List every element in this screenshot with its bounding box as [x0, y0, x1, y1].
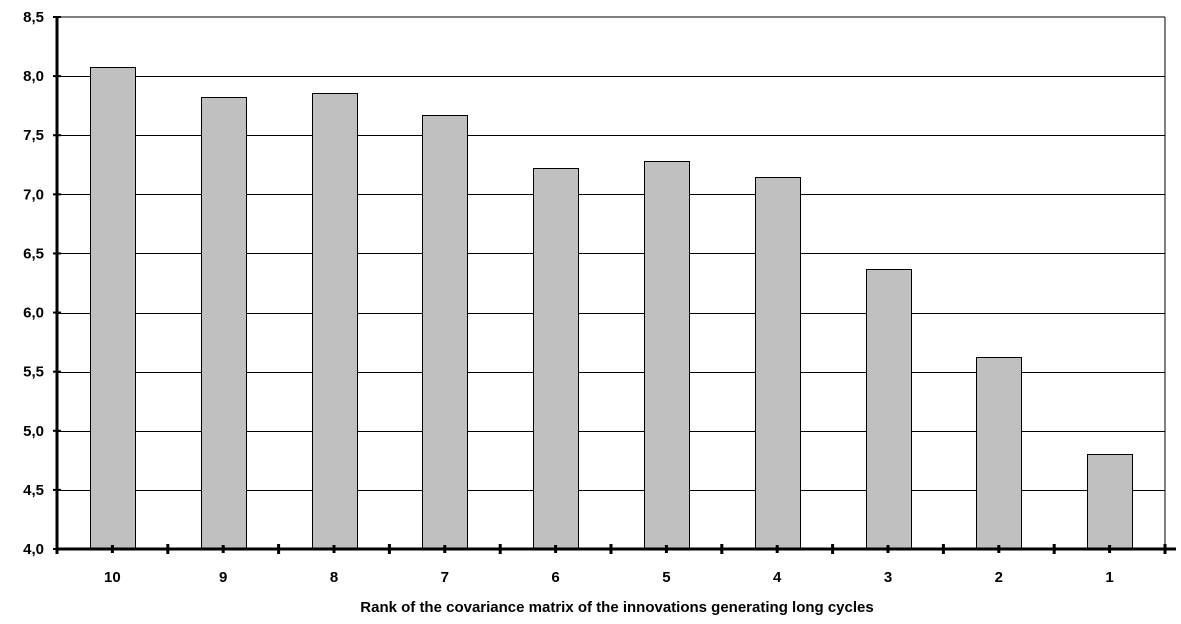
plot-frame — [57, 16, 1166, 549]
bar-5 — [644, 161, 690, 550]
bar-2 — [976, 357, 1022, 550]
x-tick-labels: 10 9 8 7 6 5 4 3 2 1 — [104, 569, 1114, 586]
bar-10 — [90, 67, 136, 550]
y-tick-label: 5,5 — [23, 364, 44, 381]
x-tick-label: 3 — [884, 569, 892, 586]
bar-9 — [201, 97, 247, 550]
x-tick-label: 2 — [995, 569, 1003, 586]
bars — [90, 67, 1133, 550]
x-tick-label: 9 — [219, 569, 227, 586]
x-tick-label: 10 — [104, 569, 121, 586]
y-tick-label: 5,0 — [23, 423, 44, 440]
bar-7 — [422, 115, 468, 550]
x-tick-label: 1 — [1105, 569, 1113, 586]
x-tick-label: 5 — [662, 569, 670, 586]
axes — [53, 16, 1176, 554]
y-tick-label: 8,0 — [23, 68, 44, 85]
bar-6 — [533, 168, 579, 550]
y-tick-label: 4,0 — [23, 541, 44, 558]
x-tick-label: 8 — [330, 569, 338, 586]
x-tick-label: 7 — [441, 569, 449, 586]
bar-8 — [312, 93, 358, 550]
bar-3 — [866, 269, 912, 550]
bar-4 — [755, 177, 801, 550]
x-tick-label: 4 — [773, 569, 782, 586]
y-tick-label: 4,5 — [23, 482, 44, 499]
y-tick-label: 7,5 — [23, 127, 44, 144]
y-tick-label: 7,0 — [23, 186, 44, 203]
x-tick-label: 6 — [551, 569, 559, 586]
y-tick-label: 8,5 — [23, 9, 44, 26]
y-tick-labels: 4,0 4,5 5,0 5,5 6,0 6,5 7,0 7,5 8,0 8,5 — [23, 9, 44, 558]
bar-1 — [1087, 454, 1133, 550]
y-tick-label: 6,5 — [23, 245, 44, 262]
y-tick-label: 6,0 — [23, 305, 44, 322]
x-axis-title: Rank of the covariance matrix of the inn… — [360, 599, 873, 616]
